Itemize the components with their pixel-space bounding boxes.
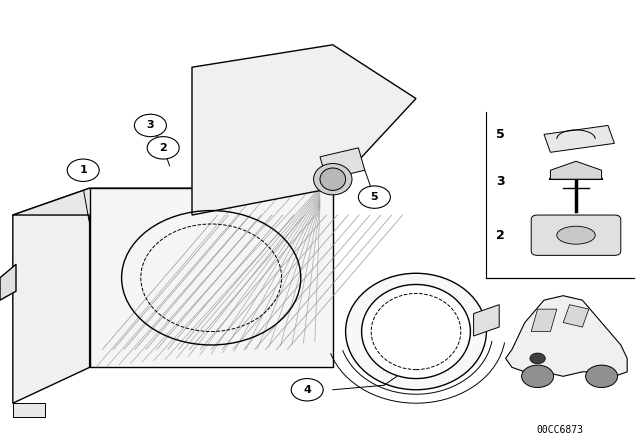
Ellipse shape [314,164,352,195]
Text: 2: 2 [496,228,505,242]
Polygon shape [506,296,627,376]
Circle shape [147,137,179,159]
Text: 3: 3 [147,121,154,130]
Text: 00CC6873: 00CC6873 [536,425,584,435]
Circle shape [291,379,323,401]
Polygon shape [474,305,499,336]
Ellipse shape [320,168,346,190]
Text: 1: 1 [79,165,87,175]
Text: 5: 5 [496,128,505,141]
Text: 2: 2 [159,143,167,153]
Circle shape [522,365,554,388]
Polygon shape [563,305,589,327]
Text: 4: 4 [303,385,311,395]
Polygon shape [544,125,614,152]
Polygon shape [320,148,365,179]
Circle shape [67,159,99,181]
Circle shape [586,365,618,388]
Polygon shape [13,403,45,417]
Polygon shape [531,309,557,332]
Ellipse shape [346,273,486,390]
Polygon shape [90,188,333,367]
FancyBboxPatch shape [531,215,621,255]
Polygon shape [550,161,602,179]
Text: 5: 5 [371,192,378,202]
Ellipse shape [362,284,470,379]
Circle shape [134,114,166,137]
Circle shape [530,353,545,364]
Text: 3: 3 [496,175,504,188]
Ellipse shape [557,226,595,244]
Polygon shape [0,264,16,300]
Polygon shape [192,45,416,215]
Polygon shape [13,188,90,403]
Polygon shape [13,188,333,215]
Circle shape [358,186,390,208]
